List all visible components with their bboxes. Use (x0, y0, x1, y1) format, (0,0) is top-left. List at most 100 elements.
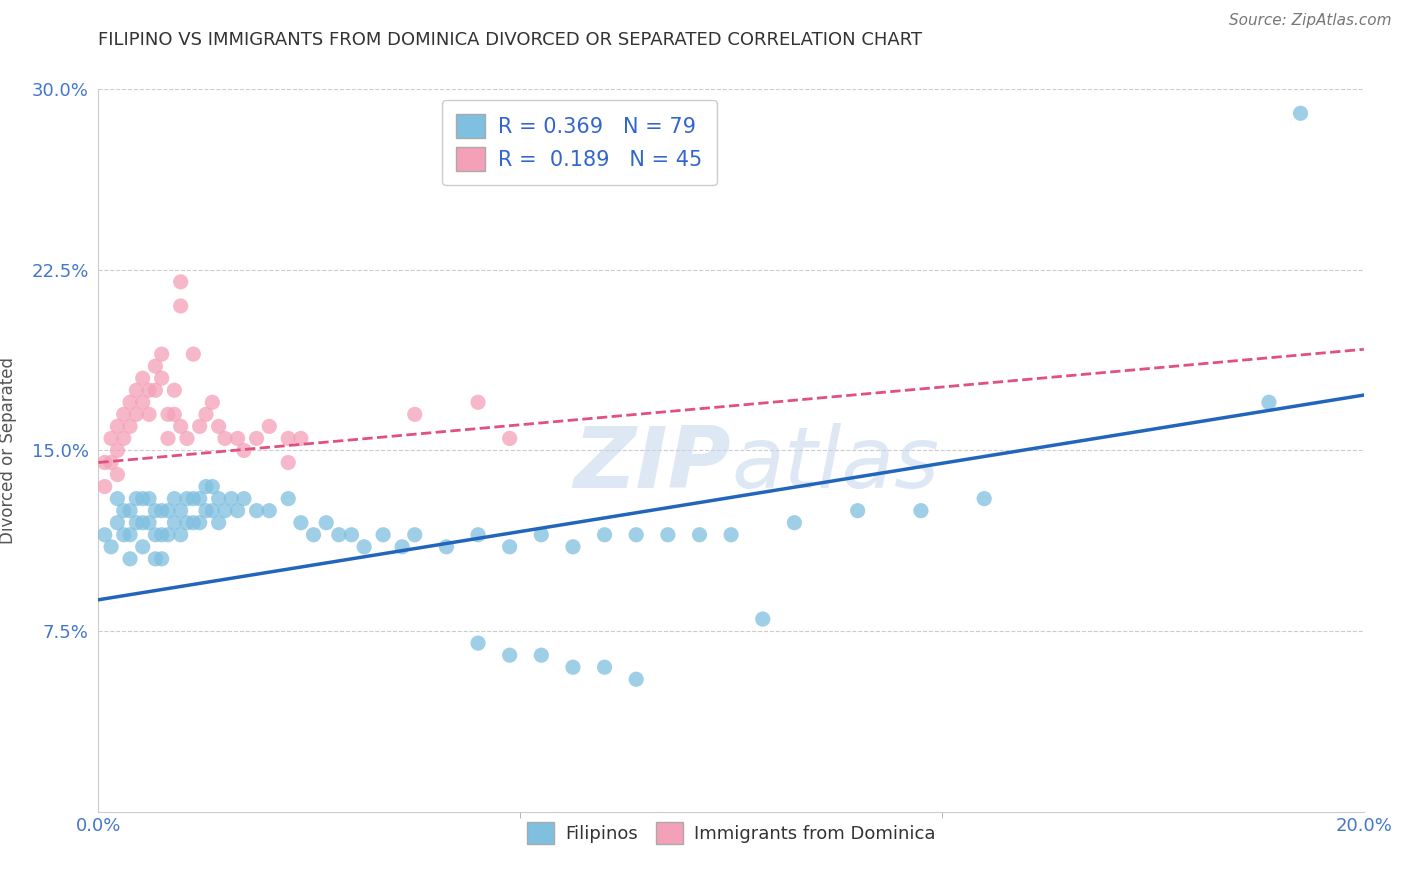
Point (226, 503, 249, 517)
Point (201, 480, 224, 494)
Point (219, 491, 243, 506)
Point (169, 527, 191, 541)
Point (169, 275, 191, 289)
Text: Source: ZipAtlas.com: Source: ZipAtlas.com (1229, 13, 1392, 29)
Point (169, 503, 191, 517)
Point (150, 371, 173, 385)
Point (624, 527, 647, 541)
Point (107, 443, 129, 458)
Point (145, 551, 166, 566)
Point (973, 491, 995, 506)
Point (145, 527, 166, 541)
Point (593, 527, 616, 541)
Point (107, 516, 129, 530)
Point (467, 527, 489, 541)
Point (132, 371, 155, 385)
Point (100, 431, 122, 445)
Point (107, 467, 129, 482)
Point (188, 419, 211, 434)
Point (593, 660, 616, 674)
Point (125, 491, 148, 506)
Point (498, 540, 520, 554)
Point (150, 503, 173, 517)
Point (93, 480, 117, 494)
Point (214, 503, 236, 517)
Point (163, 491, 186, 506)
Point (120, 527, 141, 541)
Point (371, 527, 394, 541)
Text: ZIP: ZIP (574, 424, 731, 507)
Point (657, 527, 679, 541)
Point (720, 527, 742, 541)
Point (530, 648, 553, 662)
Point (259, 419, 281, 434)
Point (246, 431, 269, 445)
Point (208, 419, 231, 434)
Point (100, 455, 122, 469)
Point (125, 516, 148, 530)
Point (157, 527, 180, 541)
Point (157, 407, 180, 421)
Point (328, 527, 350, 541)
Point (290, 516, 312, 530)
Point (404, 407, 426, 421)
Point (125, 384, 148, 398)
Point (208, 516, 231, 530)
Point (1257, 395, 1279, 409)
Point (112, 503, 135, 517)
Point (233, 443, 256, 458)
Point (163, 407, 186, 421)
Legend: Filipinos, Immigrants from Dominica: Filipinos, Immigrants from Dominica (515, 810, 948, 857)
Point (138, 491, 160, 506)
Point (194, 407, 218, 421)
Point (163, 516, 186, 530)
Point (120, 395, 141, 409)
Point (150, 347, 173, 361)
Point (112, 527, 135, 541)
Text: FILIPINO VS IMMIGRANTS FROM DOMINICA DIVORCED OR SEPARATED CORRELATION CHART: FILIPINO VS IMMIGRANTS FROM DOMINICA DIV… (98, 31, 922, 49)
Point (436, 540, 458, 554)
Text: atlas: atlas (731, 424, 939, 507)
Point (176, 431, 198, 445)
Point (1289, 106, 1312, 120)
Point (112, 431, 135, 445)
Point (188, 491, 211, 506)
Point (145, 503, 166, 517)
Point (138, 407, 160, 421)
Point (467, 395, 489, 409)
Point (214, 431, 236, 445)
Point (100, 540, 122, 554)
Point (624, 673, 647, 687)
Point (783, 516, 806, 530)
Point (201, 395, 224, 409)
Point (353, 540, 375, 554)
Point (277, 455, 299, 469)
Point (194, 480, 218, 494)
Point (150, 527, 173, 541)
Point (169, 419, 191, 434)
Point (194, 503, 218, 517)
Point (188, 516, 211, 530)
Point (688, 527, 710, 541)
Point (302, 527, 325, 541)
Point (107, 419, 129, 434)
Point (157, 431, 180, 445)
Point (125, 407, 148, 421)
Point (138, 516, 160, 530)
Point (176, 516, 198, 530)
Point (561, 660, 585, 674)
Point (226, 431, 249, 445)
Point (93, 527, 117, 541)
Point (467, 636, 489, 650)
Point (132, 516, 155, 530)
Point (176, 491, 198, 506)
Point (163, 384, 186, 398)
Point (201, 503, 224, 517)
Point (498, 431, 520, 445)
Point (183, 516, 205, 530)
Point (751, 612, 773, 626)
Point (120, 419, 141, 434)
Point (132, 540, 155, 554)
Point (277, 491, 299, 506)
Point (138, 384, 160, 398)
